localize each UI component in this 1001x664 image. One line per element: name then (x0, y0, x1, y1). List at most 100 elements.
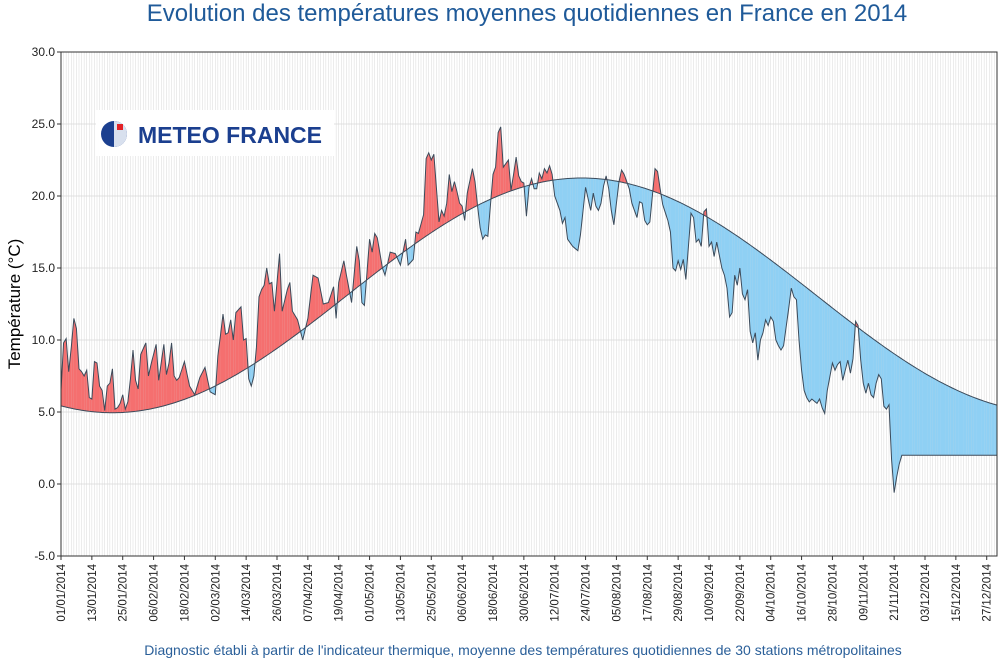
temperature-line (60, 126, 997, 493)
anomaly-below (485, 200, 488, 237)
x-tick-label: 16/10/2014 (797, 563, 809, 621)
anomaly-below (912, 365, 915, 456)
anomaly-below (765, 256, 769, 326)
x-tick-label: 05/08/2014 (611, 563, 623, 621)
anomaly-above (235, 309, 239, 375)
x-tick-label: 06/02/2014 (149, 563, 161, 621)
anomaly-above (310, 275, 313, 324)
anomaly-above (73, 318, 77, 410)
anomaly-below (685, 205, 689, 280)
anomaly-below (822, 299, 825, 414)
anomaly-above (79, 368, 82, 411)
anomaly-below (927, 374, 931, 456)
x-tick-label: 17/08/2014 (642, 563, 654, 621)
anomaly-below (819, 297, 823, 408)
anomaly-above (238, 306, 241, 374)
anomaly-below (562, 178, 565, 224)
x-tick-label: 01/05/2014 (365, 563, 377, 621)
anomaly-below (716, 222, 720, 256)
anomaly-above (120, 394, 123, 413)
y-tick-label: 0.0 (38, 477, 55, 491)
anomaly-below (804, 285, 807, 398)
anomaly-below (675, 200, 679, 271)
anomaly-above (241, 306, 244, 372)
anomaly-above (68, 347, 72, 409)
anomaly-below (811, 291, 815, 402)
x-tick-label: 26/03/2014 (272, 563, 284, 621)
anomaly-below (873, 339, 877, 398)
anomaly-below (871, 337, 874, 398)
anomaly-below (644, 188, 648, 225)
anomaly-above (328, 294, 331, 310)
anomaly-above (143, 342, 146, 411)
anomaly-below (809, 289, 812, 402)
anomaly-below (979, 399, 982, 456)
anomaly-below (814, 293, 817, 404)
y-tick-label: 25.0 (32, 117, 56, 131)
anomaly-above (202, 367, 205, 393)
anomaly-above (418, 224, 421, 242)
anomaly-below (588, 178, 591, 211)
x-tick-label: 09/11/2014 (858, 563, 870, 620)
anomaly-above (97, 363, 100, 413)
anomaly-above (89, 397, 92, 412)
x-tick-label: 15/12/2014 (951, 563, 963, 621)
anomaly-below (919, 370, 923, 456)
anomaly-below (212, 385, 216, 395)
anomaly-below (842, 315, 846, 381)
x-tick-label: 24/07/2014 (581, 563, 593, 621)
anomaly-below (935, 379, 938, 456)
anomaly-above (199, 372, 203, 394)
anomaly-below (534, 183, 537, 189)
anomaly-above (323, 303, 326, 314)
anomaly-above (313, 275, 316, 322)
anomaly-above (243, 338, 247, 371)
anomaly-below (868, 335, 871, 395)
anomaly-above (498, 126, 501, 196)
anomaly-above (320, 291, 324, 316)
anomaly-below (565, 178, 568, 240)
meteo-france-logo-icon (101, 121, 127, 147)
anomaly-above (282, 300, 285, 345)
anomaly-below (899, 357, 902, 464)
x-tick-label: 19/04/2014 (334, 563, 346, 621)
anomaly-above (233, 312, 236, 377)
anomaly-below (595, 178, 599, 211)
x-tick-label: 04/10/2014 (766, 563, 778, 621)
anomaly-above (426, 152, 429, 237)
anomaly-above (428, 152, 432, 235)
anomaly-above (274, 282, 277, 351)
anomaly-below (783, 269, 787, 346)
anomaly-below (829, 305, 833, 377)
anomaly-below (575, 178, 578, 251)
y-tick-label: -5.0 (34, 549, 55, 563)
x-tick-label: 18/02/2014 (179, 563, 191, 621)
anomaly-above (505, 160, 509, 193)
anomaly-below (763, 254, 766, 333)
anomaly-below (930, 376, 933, 456)
x-tick-label: 28/10/2014 (827, 563, 839, 621)
anomaly-below (691, 208, 694, 218)
y-axis-ticks: -5.0 0.0 5.0 10.0 15.0 20.0 25.0 30.0 (32, 45, 61, 563)
anomaly-above (266, 268, 270, 356)
anomaly-below (590, 178, 594, 211)
anomaly-below (673, 199, 676, 271)
anomaly-below (709, 218, 712, 247)
anomaly-above (433, 154, 437, 231)
anomaly-below (991, 403, 995, 456)
x-tick-label: 13/05/2014 (395, 563, 407, 621)
anomaly-above (356, 246, 360, 288)
anomaly-below (747, 243, 751, 332)
anomaly-below (958, 390, 961, 456)
anomaly-below (567, 178, 571, 243)
anomaly-below (637, 185, 640, 218)
anomaly-below (863, 331, 866, 394)
anomaly-below (662, 194, 666, 213)
anomaly-below (557, 179, 560, 211)
anomaly-below (989, 402, 992, 456)
anomaly-above (66, 338, 69, 408)
anomaly-below (410, 245, 414, 263)
anomaly-below (901, 358, 905, 456)
x-tick-label: 25/05/2014 (426, 563, 438, 621)
